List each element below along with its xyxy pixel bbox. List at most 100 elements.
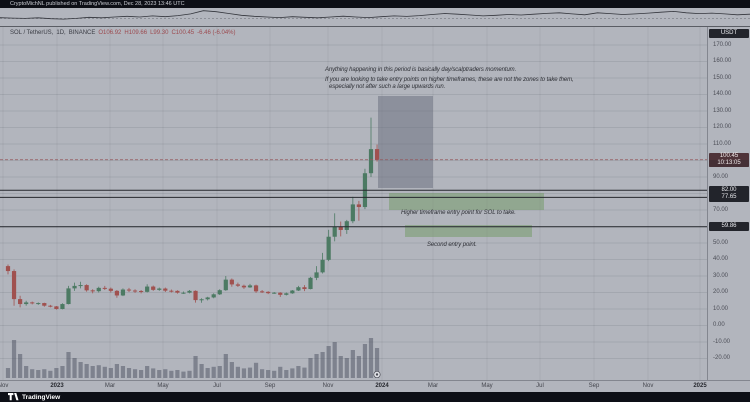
- candle-body: [181, 292, 186, 294]
- candle-body: [260, 291, 265, 293]
- volume-bar: [90, 366, 95, 378]
- level-price-badge: 82.00: [709, 185, 749, 195]
- last-price-value: 100.45: [719, 152, 739, 159]
- candle-body: [253, 285, 259, 292]
- ohlc-close: C100.45: [171, 30, 195, 36]
- time-axis-month-label: Nov: [642, 383, 654, 389]
- price-tick-label: -20.00: [713, 355, 731, 361]
- price-tick-label: 140.00: [713, 91, 732, 97]
- price-tick-label: 150.00: [713, 74, 732, 81]
- volume-bar: [36, 370, 41, 378]
- volume-bar: [157, 370, 162, 378]
- volume-bar: [132, 369, 138, 378]
- time-axis-month-label: Jul: [536, 383, 544, 389]
- volume-bar: [338, 356, 343, 378]
- candle-body: [157, 288, 162, 290]
- volume-bar: [169, 370, 174, 378]
- volume-bar: [108, 368, 113, 378]
- candle-body: [278, 292, 283, 295]
- level-price-badge: 77.65: [709, 192, 749, 202]
- candle-body: [350, 204, 355, 222]
- candle-body: [42, 303, 47, 306]
- volume-bar: [139, 370, 144, 378]
- attribution-bar: CryptoMichNL published on TradingView.co…: [0, 0, 750, 8]
- candle-body: [266, 291, 271, 294]
- volume-bar: [308, 358, 313, 378]
- candle-body: [247, 285, 253, 288]
- volume-bar: [260, 369, 265, 378]
- time-axis-year-label: 2024: [375, 383, 389, 389]
- price-tick-label: -10.00: [713, 338, 731, 345]
- volume-bar: [284, 370, 289, 378]
- time-axis-month-label: May: [481, 383, 493, 389]
- chart-pane[interactable]: SOL / TetherUS, 1D, BINANCE O106.92 H109.66 L…: [0, 27, 750, 380]
- candle-body: [5, 266, 11, 272]
- candle-body: [54, 306, 59, 309]
- price-scale[interactable]: USDT 100.45 10:13:05 170.00 160.00 150.00 1…: [707, 27, 750, 380]
- candle-body: [326, 236, 331, 260]
- tradingview-logo-icon: [8, 393, 19, 401]
- price-tick-label: 40.00: [713, 256, 729, 262]
- candle-body: [11, 271, 17, 300]
- footer-bar: TradingView: [0, 392, 750, 402]
- time-axis-month-label: Sep: [264, 383, 276, 389]
- note-momentum: Anything happening in this period is bas…: [325, 67, 574, 91]
- volume-bar: [84, 364, 89, 378]
- volume-bar: [223, 354, 228, 378]
- symbol-interval[interactable]: 1D,: [56, 30, 66, 36]
- candle-body: [163, 288, 168, 291]
- volume-bar: [18, 354, 23, 378]
- candle-body: [126, 289, 132, 291]
- candle-body: [211, 294, 216, 298]
- candle-body: [217, 290, 222, 295]
- symbol-name[interactable]: SOL / TetherUS,: [10, 30, 54, 36]
- candle-body: [272, 292, 277, 294]
- volume-bar: [48, 370, 53, 378]
- volume-bar: [217, 366, 222, 378]
- volume-bar: [126, 368, 132, 378]
- ohlc-low: L99.30: [150, 30, 169, 36]
- candle-body: [78, 285, 83, 287]
- volume-bar: [362, 344, 368, 378]
- volume-bar: [314, 354, 319, 378]
- candle-body: [169, 290, 174, 292]
- volume-bar: [163, 369, 168, 378]
- candle-body: [193, 290, 198, 301]
- price-tick-label: 30.00: [713, 272, 729, 279]
- volume-bar: [66, 352, 71, 378]
- footer-brand[interactable]: TradingView: [22, 393, 61, 401]
- candle-body: [241, 285, 247, 288]
- currency-badge[interactable]: USDT: [709, 29, 749, 38]
- candle-body: [308, 277, 313, 290]
- candle-body: [205, 297, 210, 300]
- time-axis[interactable]: Nov 2023 Mar May Jul Sep Nov 2024 Mar May Jul Sep No…: [0, 380, 750, 392]
- candle-body: [290, 290, 295, 294]
- candle-body: [187, 290, 192, 293]
- candle-body: [338, 227, 343, 230]
- price-tick-label: 120.00: [713, 124, 732, 130]
- time-axis-month-label: May: [157, 383, 169, 389]
- price-tick-label: 10.00: [713, 305, 729, 312]
- volume-bar: [30, 369, 35, 378]
- volume-bar: [247, 367, 253, 378]
- candle-body: [284, 293, 289, 295]
- candle-body: [151, 286, 156, 290]
- volume-bar: [72, 358, 77, 378]
- candle-body: [235, 284, 240, 286]
- candle-body: [332, 227, 337, 237]
- time-axis-month-label: Nov: [322, 383, 334, 389]
- price-tick-label: 160.00: [713, 58, 732, 64]
- overview-strip[interactable]: [0, 8, 750, 33]
- candle-body: [36, 303, 41, 305]
- volume-bar: [326, 346, 331, 378]
- volume-bar: [235, 366, 240, 378]
- candle-body: [18, 299, 23, 305]
- price-tick-label: 90.00: [713, 173, 729, 180]
- candle-body: [368, 149, 374, 174]
- candle-body: [229, 279, 234, 285]
- candle-body: [114, 290, 119, 296]
- volume-bar: [368, 338, 374, 378]
- volume-bar: [344, 358, 349, 378]
- volume-bar: [42, 369, 47, 378]
- main-chart[interactable]: [0, 27, 707, 380]
